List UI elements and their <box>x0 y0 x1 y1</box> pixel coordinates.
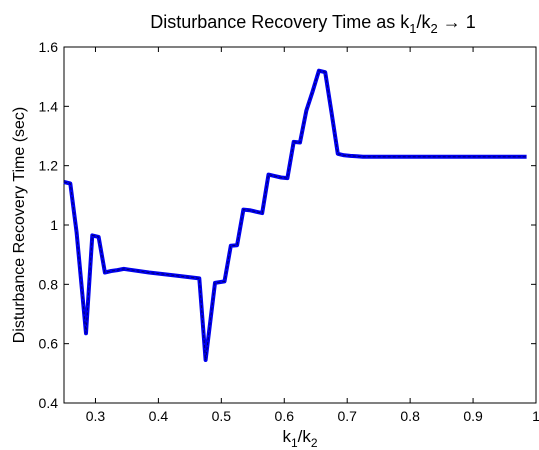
plot-area <box>63 46 537 404</box>
x-tick-label: 0.5 <box>212 408 232 424</box>
x-tick-label: 0.9 <box>463 408 483 424</box>
x-tick-label: 0.3 <box>86 408 106 424</box>
title-sub1: 1 <box>409 21 416 36</box>
title-end: → 1 <box>438 12 476 32</box>
title-sub2: 2 <box>431 21 438 36</box>
xlabel-main: k <box>282 427 291 446</box>
series-layer <box>63 68 527 362</box>
tick-group <box>64 46 537 404</box>
y-tick-label: 1.2 <box>39 158 59 174</box>
tick-label-group: 0.3 0.4 0.5 0.6 0.7 0.8 0.9 1 0.4 0.6 0.8 1 1.2 1.4 1.… <box>39 39 539 424</box>
x-tick-label: 0.7 <box>337 408 357 424</box>
y-tick-label: 1.6 <box>39 39 59 55</box>
x-axis-label: k1/k2 <box>282 427 317 450</box>
chart-title: Disturbance Recovery Time as k1/k2 → 1 <box>150 12 476 36</box>
xlabel-sub2: 2 <box>311 436 318 450</box>
xlabel-sub1: 1 <box>291 436 298 450</box>
y-tick-label: 1.4 <box>39 98 59 114</box>
y-tick-label: 0.8 <box>39 276 59 292</box>
x-tick-label: 0.8 <box>400 408 420 424</box>
title-mid: /k <box>417 12 432 32</box>
x-tick-label: 0.4 <box>149 408 169 424</box>
y-tick-label: 0.6 <box>39 336 59 352</box>
x-tick-label: 1 <box>532 408 539 424</box>
y-axis-label: Disturbance Recovery Time (sec) <box>11 107 28 344</box>
title-main: Disturbance Recovery Time as k <box>150 12 410 32</box>
xlabel-mid: /k <box>298 427 312 446</box>
series-dashed-overlay-0 <box>63 70 527 361</box>
y-tick-label: 1 <box>50 217 58 233</box>
x-tick-label: 0.6 <box>275 408 295 424</box>
y-tick-label: 0.4 <box>39 395 59 411</box>
